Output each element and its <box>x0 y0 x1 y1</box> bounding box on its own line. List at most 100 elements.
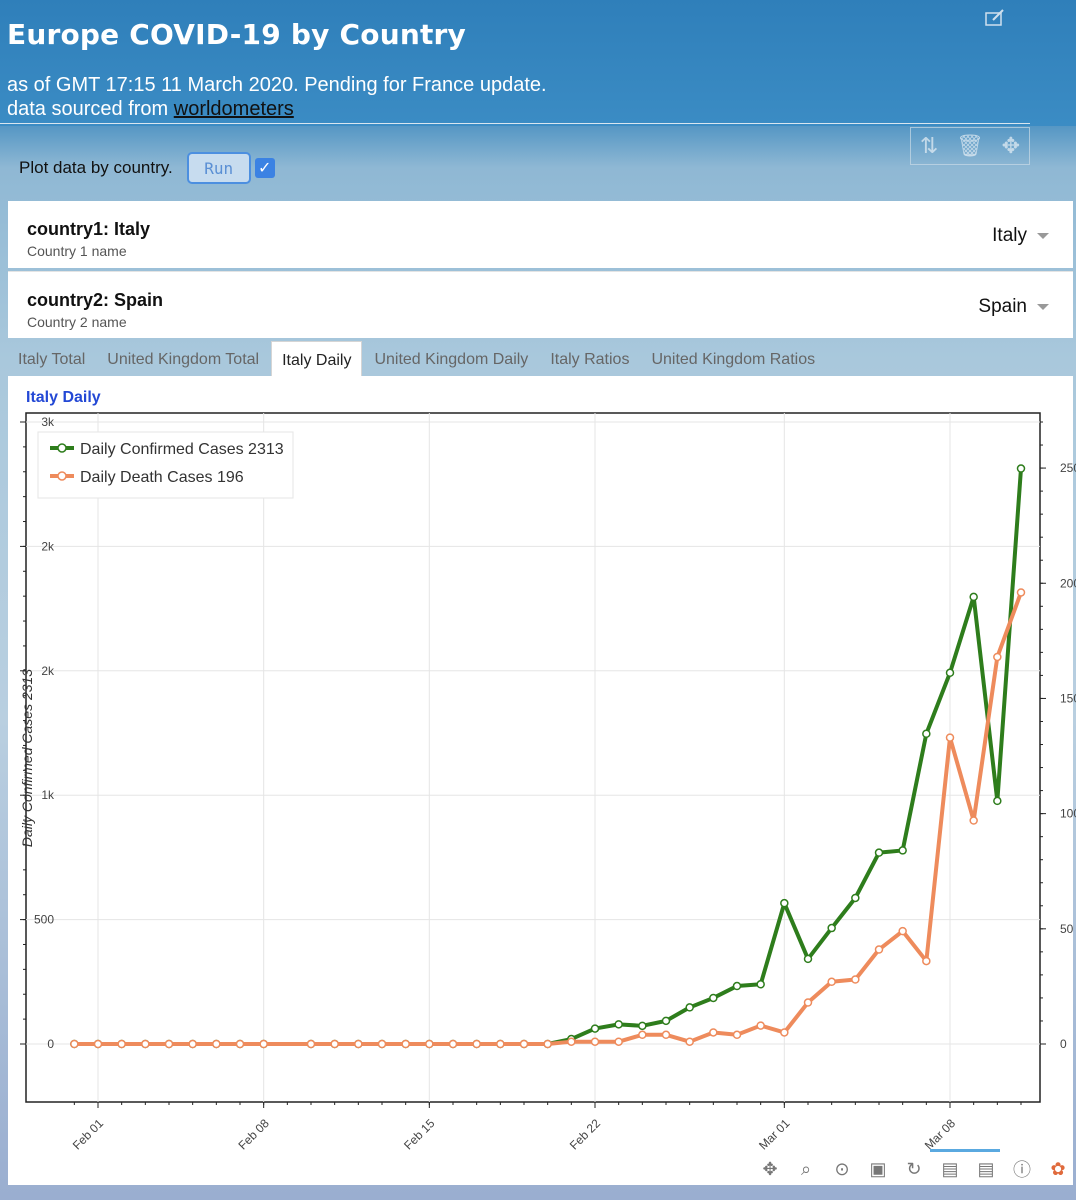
app-header: Europe COVID-19 by Country as of GMT 17:… <box>0 0 1076 126</box>
data-point <box>259 1039 268 1049</box>
tab-italy-daily[interactable]: Italy Daily <box>271 341 363 377</box>
data-point <box>306 1039 316 1049</box>
data-point <box>922 956 931 966</box>
hover-icon[interactable]: ▤ <box>941 1158 959 1179</box>
plot-panel: Italy Daily <box>8 376 1073 1185</box>
x-tick-label: Mar 01 <box>756 1116 793 1153</box>
source-line: data sourced from worldometers <box>7 98 294 121</box>
y-right-tick-label: 200 <box>1060 576 1076 590</box>
data-point <box>780 898 789 908</box>
data-point <box>354 1039 363 1049</box>
plot-frame <box>25 412 1041 1103</box>
series-line <box>74 591 1023 1046</box>
legend-label: Daily Death Cases 196 <box>80 469 244 486</box>
data-point <box>993 652 1002 662</box>
data-point <box>732 981 742 991</box>
reset-icon[interactable]: ↻ <box>906 1158 922 1179</box>
data-point <box>164 1039 174 1049</box>
param-name: country1: Italy <box>27 219 151 239</box>
move-icon[interactable]: ✥ <box>1001 133 1021 158</box>
pan-icon[interactable]: ✥ <box>762 1158 778 1179</box>
data-point <box>614 1037 623 1046</box>
tab-uk-daily[interactable]: United Kingdom Daily <box>374 351 529 368</box>
data-point <box>851 975 860 984</box>
bokeh-logo[interactable]: ✿ <box>1050 1158 1066 1179</box>
run-row: Plot data by country. Run ✓ <box>19 152 275 184</box>
y-left-tick-label: 3k <box>41 415 55 429</box>
data-point <box>803 998 813 1007</box>
tab-italy-total[interactable]: Italy Total <box>18 351 86 368</box>
data-point <box>117 1039 126 1049</box>
subtitle: as of GMT 17:15 11 March 2020. Pending f… <box>7 74 547 96</box>
select-value: Italy <box>992 225 1027 246</box>
data-point <box>756 980 765 989</box>
data-point <box>922 729 931 738</box>
save-icon[interactable]: ▣ <box>869 1158 887 1179</box>
country1-select[interactable]: Italy <box>992 225 1049 247</box>
chevron-down-icon <box>1037 233 1049 239</box>
data-point <box>590 1024 600 1033</box>
tab-uk-ratios[interactable]: United Kingdom Ratios <box>651 351 816 368</box>
run-button[interactable]: Run <box>186 152 251 184</box>
y-left-tick-label: 2k <box>41 539 55 553</box>
edit-icon[interactable] <box>984 8 1006 28</box>
y-right-tick-label: 50 <box>1060 922 1074 936</box>
data-point <box>70 1039 79 1049</box>
auto-run-checkbox[interactable]: ✓ <box>254 158 275 178</box>
source-link[interactable]: worldometers <box>173 98 294 120</box>
param-desc: Country 2 name <box>27 314 127 330</box>
data-point <box>661 1030 671 1040</box>
data-point <box>590 1037 600 1046</box>
data-point <box>709 1028 718 1037</box>
data-point <box>874 848 884 857</box>
data-point <box>543 1039 552 1049</box>
data-point <box>188 1039 197 1049</box>
plot-tabs: Italy Total United Kingdom Total Italy D… <box>8 341 827 377</box>
zoom-icon[interactable]: ⌕ <box>800 1158 812 1179</box>
series-line <box>74 468 1023 1046</box>
data-point <box>898 846 907 855</box>
data-point <box>1016 464 1026 473</box>
tab-uk-total[interactable]: United Kingdom Total <box>107 351 260 368</box>
x-tick-label: Feb 01 <box>70 1116 107 1153</box>
y-left-tick-label: 2k <box>41 664 55 678</box>
hover2-icon[interactable]: ▤ <box>977 1158 995 1179</box>
y-right-tick-label: 250 <box>1060 461 1076 475</box>
data-point <box>756 1021 765 1030</box>
y-axis-label: Daily Confirmed Cases 2313 <box>19 669 35 847</box>
tab-italy-ratios[interactable]: Italy Ratios <box>550 351 630 368</box>
move-up-down-icon[interactable]: ⇅ <box>919 133 939 158</box>
widget-toolbar: ⇅ 🗑 ✥ <box>910 127 1030 165</box>
data-point <box>827 977 836 987</box>
data-point <box>969 816 978 825</box>
data-point <box>945 668 955 678</box>
y-right-tick-label: 150 <box>1060 691 1076 705</box>
data-point <box>945 733 955 742</box>
header-divider <box>0 123 1030 124</box>
data-point <box>141 1039 150 1049</box>
data-point <box>567 1037 576 1046</box>
data-point <box>969 592 978 602</box>
wheel-zoom-icon[interactable]: ⊙ <box>834 1158 850 1179</box>
param-desc: Country 1 name <box>27 243 127 259</box>
data-point <box>519 1039 529 1049</box>
legend-box <box>37 431 294 499</box>
plot-toolbar: ✥ ⌕ ⊙ ▣ ↻ ▤ ▤ ⓘ ✿ <box>752 1155 1076 1183</box>
country2-select[interactable]: Spain <box>978 296 1049 318</box>
y-right-tick-label: 100 <box>1060 807 1076 821</box>
data-point <box>685 1003 694 1012</box>
legend-marker <box>57 471 67 481</box>
source-prefix: data sourced from <box>7 98 174 120</box>
page-title: Europe COVID-19 by Country <box>7 18 467 51</box>
param-name: country2: Spain <box>27 290 164 310</box>
y-left-tick-label: 0 <box>47 1037 54 1051</box>
chart-title: Italy Daily <box>26 389 101 406</box>
trash-icon[interactable]: 🗑 <box>956 133 984 158</box>
data-point <box>614 1020 623 1029</box>
data-point <box>780 1028 789 1037</box>
data-point <box>377 1039 387 1049</box>
data-point <box>803 954 813 964</box>
active-tool-indicator <box>930 1149 1000 1152</box>
help-icon[interactable]: ⓘ <box>1013 1160 1031 1180</box>
